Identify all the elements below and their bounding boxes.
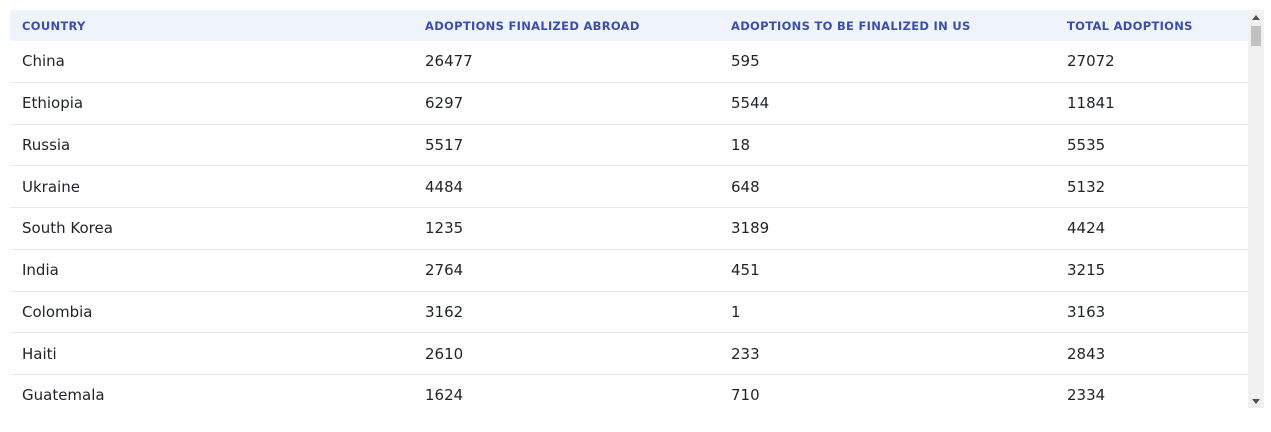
cell-total: 5535 (1067, 135, 1106, 154)
cell-country: Haiti (22, 344, 57, 363)
cell-finalized-in-us: 451 (731, 261, 760, 280)
adoptions-table-frame: COUNTRY ADOPTIONS FINALIZED ABROAD ADOPT… (10, 10, 1264, 408)
cell-finalized-abroad: 2610 (425, 344, 464, 363)
cell-country: China (22, 52, 65, 71)
table-row: South Korea 1235 3189 4424 (10, 208, 1248, 250)
scroll-down-icon[interactable] (1248, 394, 1264, 408)
cell-finalized-abroad: 1624 (425, 386, 464, 405)
cell-total: 2334 (1067, 386, 1106, 405)
cell-country: Guatemala (22, 386, 105, 405)
cell-country: Russia (22, 135, 71, 154)
cell-finalized-in-us: 648 (731, 177, 760, 196)
cell-finalized-abroad: 1235 (425, 219, 464, 238)
adoptions-table: COUNTRY ADOPTIONS FINALIZED ABROAD ADOPT… (10, 10, 1248, 408)
cell-country: South Korea (22, 219, 113, 238)
table-row: Guatemala 1624 710 2334 (10, 375, 1248, 408)
cell-finalized-abroad: 3162 (425, 302, 464, 321)
cell-total: 3163 (1067, 302, 1106, 321)
scrollbar-thumb[interactable] (1251, 26, 1261, 46)
cell-finalized-abroad: 4484 (425, 177, 464, 196)
cell-finalized-in-us: 18 (731, 135, 751, 154)
cell-total: 5132 (1067, 177, 1106, 196)
header-total[interactable]: TOTAL ADOPTIONS (1067, 18, 1193, 33)
cell-finalized-in-us: 3189 (731, 219, 770, 238)
cell-total: 4424 (1067, 219, 1106, 238)
table-row: Colombia 3162 1 3163 (10, 292, 1248, 334)
table-row: Russia 5517 18 5535 (10, 125, 1248, 167)
table-body: China 26477 595 27072 Ethiopia 6297 5544 11841 R… (10, 41, 1248, 408)
cell-finalized-in-us: 595 (731, 52, 760, 71)
cell-total: 27072 (1067, 52, 1115, 71)
header-finalized-abroad[interactable]: ADOPTIONS FINALIZED ABROAD (425, 18, 640, 33)
table-row: Ethiopia 6297 5544 11841 (10, 83, 1248, 125)
scroll-up-icon[interactable] (1248, 10, 1264, 24)
cell-finalized-in-us: 1 (731, 302, 741, 321)
cell-total: 2843 (1067, 344, 1106, 363)
table-row: Haiti 2610 233 2843 (10, 333, 1248, 375)
table-row: Ukraine 4484 648 5132 (10, 166, 1248, 208)
cell-total: 3215 (1067, 261, 1106, 280)
cell-country: Ukraine (22, 177, 80, 196)
cell-finalized-in-us: 710 (731, 386, 760, 405)
cell-country: Ethiopia (22, 94, 84, 113)
vertical-scrollbar[interactable] (1248, 10, 1264, 408)
cell-finalized-in-us: 5544 (731, 94, 770, 113)
table-row: China 26477 595 27072 (10, 41, 1248, 83)
cell-total: 11841 (1067, 94, 1115, 113)
cell-country: Colombia (22, 302, 93, 321)
cell-finalized-abroad: 26477 (425, 52, 473, 71)
header-country[interactable]: COUNTRY (22, 18, 86, 33)
header-finalized-in-us[interactable]: ADOPTIONS TO BE FINALIZED IN US (731, 18, 971, 33)
cell-finalized-in-us: 233 (731, 344, 760, 363)
cell-finalized-abroad: 5517 (425, 135, 464, 154)
table-header: COUNTRY ADOPTIONS FINALIZED ABROAD ADOPT… (10, 10, 1248, 41)
cell-country: India (22, 261, 59, 280)
table-row: India 2764 451 3215 (10, 250, 1248, 292)
cell-finalized-abroad: 2764 (425, 261, 464, 280)
cell-finalized-abroad: 6297 (425, 94, 464, 113)
